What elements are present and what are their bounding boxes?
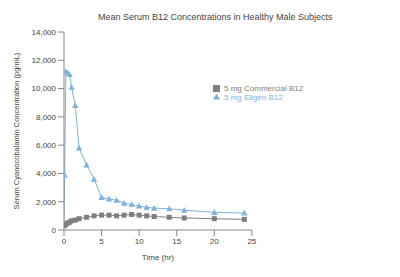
svg-text:0: 0: [62, 237, 67, 246]
svg-text:25: 25: [247, 237, 256, 246]
svg-text:4,000: 4,000: [36, 169, 57, 178]
svg-text:5: 5: [99, 237, 104, 246]
svg-text:15: 15: [172, 237, 181, 246]
svg-text:10: 10: [135, 237, 144, 246]
svg-text:8,000: 8,000: [36, 113, 57, 122]
svg-text:12,000: 12,000: [32, 56, 57, 65]
svg-text:0: 0: [52, 226, 57, 235]
html-text:5 mg Commercial B12: 5 mg Commercial B12: [224, 84, 304, 93]
svg-text:6,000: 6,000: [36, 141, 57, 150]
svg-text:14,000: 14,000: [32, 28, 57, 37]
svg-text:20: 20: [210, 237, 219, 246]
html-text:Mean Serum B12 Concentrations: Mean Serum B12 Concentrations in Healthy…: [98, 12, 333, 22]
svg-text:10,000: 10,000: [32, 84, 57, 93]
svg-text:Time (hr): Time (hr): [142, 253, 174, 262]
html-text:5 mg Eligen B12: 5 mg Eligen B12: [224, 93, 283, 102]
svg-text:2,000: 2,000: [36, 198, 57, 207]
svg-text:Serum Cyanocobalamin Concentra: Serum Cyanocobalamin Concentration (pg/m…: [12, 52, 21, 209]
